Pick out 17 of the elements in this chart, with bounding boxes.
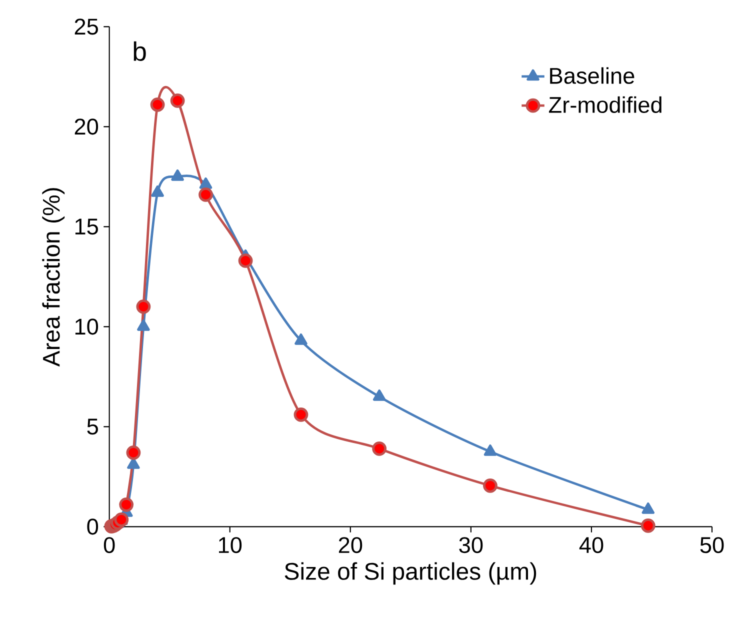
y-tick-label: 20 (74, 118, 98, 135)
y-tick-label: 25 (74, 18, 98, 35)
y-tick-label: 10 (75, 318, 98, 335)
x-tick-label: 10 (219, 537, 242, 554)
x-tick-label: 40 (579, 537, 604, 554)
y-tick-label: 0 (87, 518, 98, 535)
legend-label: Baseline (550, 67, 634, 84)
y-tick-label: 15 (75, 218, 98, 235)
annotation: b (134, 41, 146, 61)
x-tick-label: 0 (104, 537, 115, 554)
y-tick-label: 5 (87, 418, 98, 435)
x-tick-label: 20 (338, 537, 362, 554)
y-axis-title: Area fraction (%) (42, 188, 65, 367)
x-axis-title: Size of Si particles (µm) (284, 562, 536, 585)
legend-label: Zr-modified (548, 96, 662, 114)
x-tick-label: 50 (700, 537, 724, 554)
x-tick-label: 30 (459, 537, 483, 554)
